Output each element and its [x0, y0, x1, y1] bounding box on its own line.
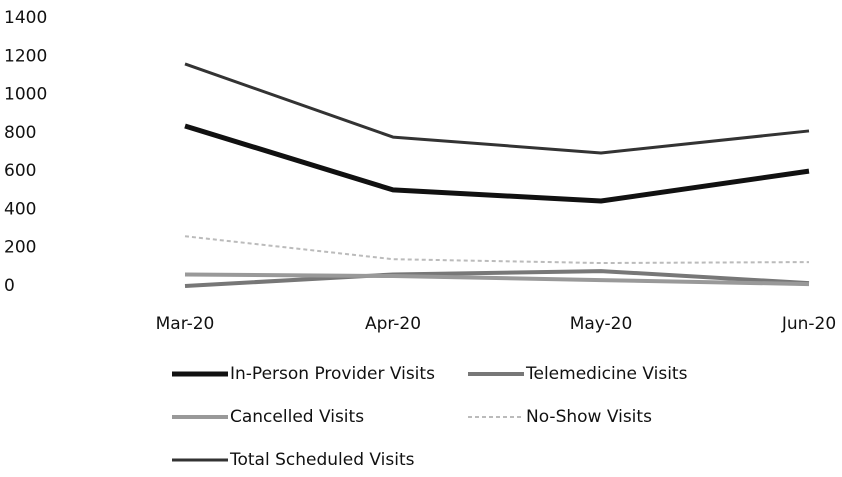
- x-tick-label: May-20: [570, 314, 633, 334]
- y-tick-label: 200: [4, 238, 36, 258]
- series-line: [184, 269, 810, 288]
- legend-label: Telemedicine Visits: [525, 364, 688, 384]
- legend-label: In-Person Provider Visits: [230, 364, 435, 384]
- series-line: [184, 272, 810, 287]
- series-line: [184, 235, 810, 265]
- series-line: [184, 123, 810, 204]
- legend-label: No-Show Visits: [526, 407, 652, 427]
- y-tick-label: 800: [4, 123, 36, 143]
- series-line: [184, 62, 810, 155]
- y-tick-label: 400: [4, 199, 36, 219]
- legend-label: Cancelled Visits: [230, 407, 364, 427]
- x-tick-label: Apr-20: [365, 314, 421, 334]
- y-tick-label: 1200: [4, 46, 47, 66]
- y-tick-label: 1000: [4, 85, 47, 105]
- y-tick-label: 1400: [4, 8, 47, 28]
- x-tick-label: Mar-20: [156, 314, 215, 334]
- legend-label: Total Scheduled Visits: [229, 450, 415, 470]
- y-tick-label: 600: [4, 161, 36, 181]
- x-tick-label: Jun-20: [781, 314, 836, 334]
- y-tick-label: 0: [4, 276, 15, 296]
